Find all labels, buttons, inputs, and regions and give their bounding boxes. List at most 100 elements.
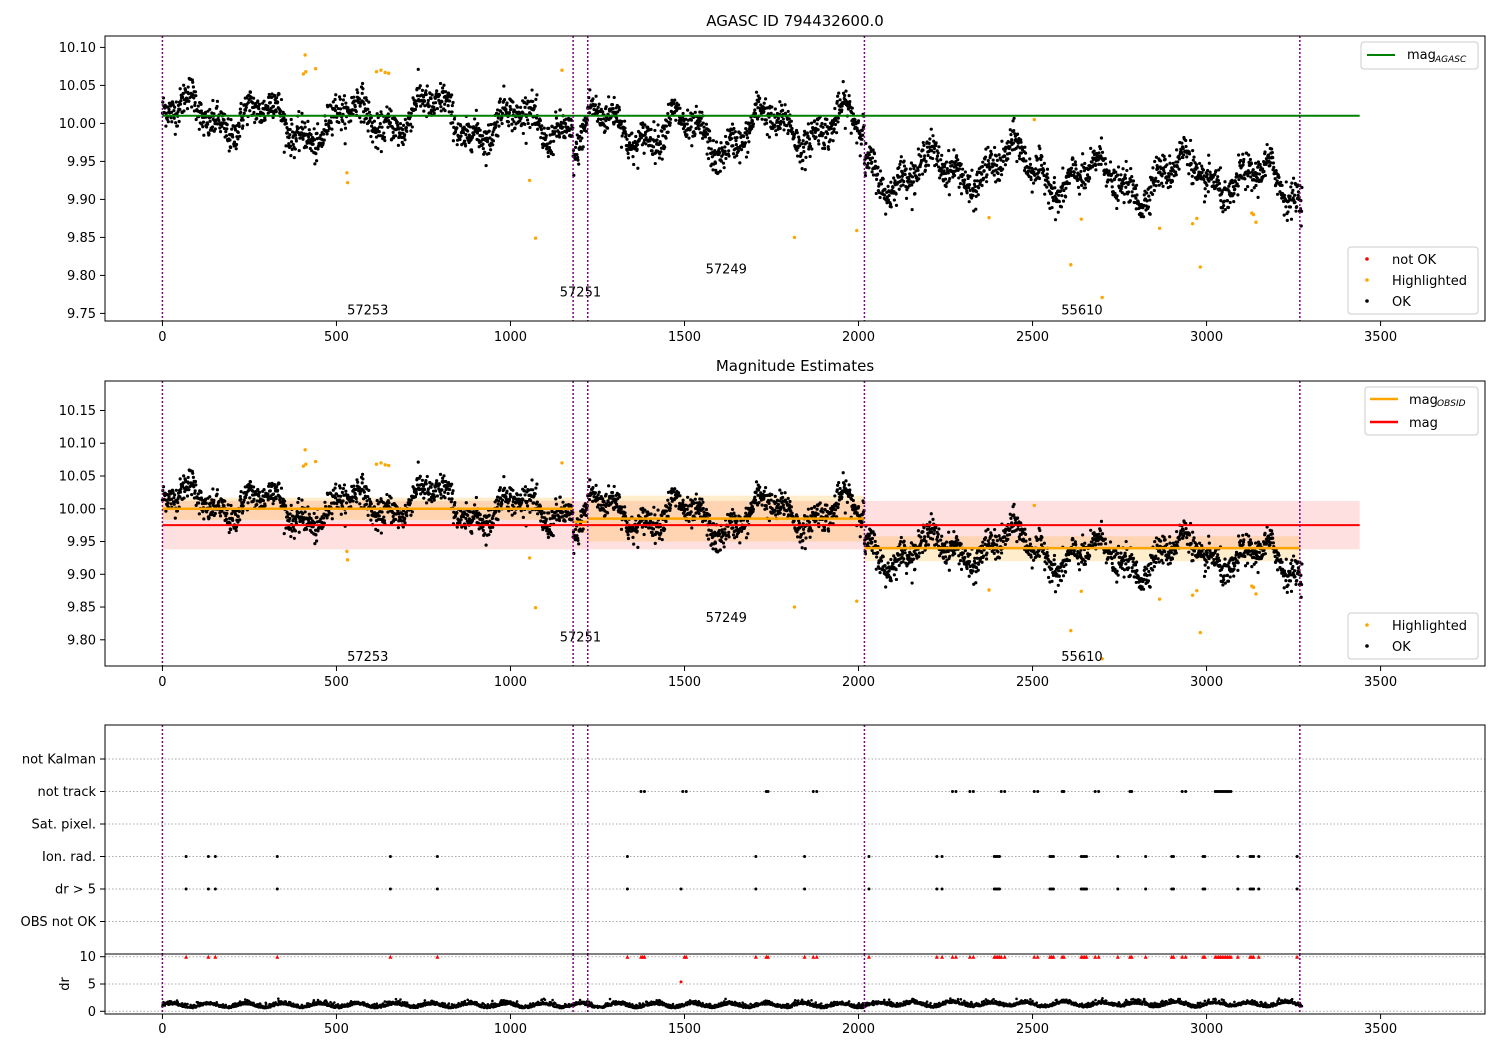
ok-point [1258,162,1262,167]
ok-point [917,177,921,181]
ok-point [227,149,231,153]
ok-point [251,101,255,105]
ok-point [730,122,735,126]
ok-point [559,123,563,127]
ok-point [717,528,721,533]
ok-point [389,109,393,113]
ok-point [672,102,676,106]
ok-point [292,536,296,540]
ok-point [1195,166,1199,170]
ok-point [236,130,240,135]
ok-point [478,128,482,132]
ok-point [182,474,186,478]
ok-point [297,109,301,114]
ok-point [426,101,430,105]
ok-point [563,136,567,140]
ok-point [1053,218,1058,222]
ok-point [438,472,443,476]
ok-point [272,112,276,116]
ok-point [659,150,663,154]
ok-point [459,124,463,128]
ok-point [415,94,420,98]
ok-point [1148,212,1152,216]
ok-point [603,129,607,133]
ok-point [182,496,186,500]
ok-point [596,105,600,109]
ok-point [931,134,935,138]
ok-point [468,125,473,129]
ok-point [367,100,371,104]
ok-point [217,504,221,508]
ok-point [707,129,712,133]
ok-point [1290,181,1294,185]
ok-point [958,181,963,186]
ok-point [213,511,217,516]
ok-point [366,513,370,517]
ok-point [486,123,491,127]
ok-point [591,486,595,490]
ok-point [626,151,630,156]
ok-point [632,542,636,546]
ok-point [744,155,749,159]
ok-point [642,151,646,155]
ok-point [292,156,296,160]
ok-point [947,193,951,197]
ok-point [913,164,917,168]
ok-point [1067,181,1072,186]
ok-point [1254,161,1258,165]
ok-point [921,148,925,152]
ok-point [587,111,592,115]
ok-point [1223,208,1227,212]
ok-point [300,498,304,502]
ok-point [530,122,534,127]
ok-point [610,490,615,495]
ok-point [407,111,411,115]
ok-point [642,532,646,537]
ok-point [422,109,426,113]
ok-point [714,140,719,144]
ok-point [1243,177,1247,181]
highlighted-point [303,53,307,57]
ok-point [778,122,783,126]
ok-point [957,176,961,180]
ok-point [1099,162,1103,166]
ok-point [507,124,511,128]
ok-point [1177,167,1181,171]
ok-point [557,135,562,139]
ok-point [538,118,543,123]
highlighted-point [527,178,532,183]
ok-point [494,123,498,127]
ok-point [634,134,638,139]
ok-point [487,533,491,537]
ok-point [497,124,501,128]
ok-point [760,117,764,121]
ok-point [1271,156,1275,160]
ok-point [387,501,391,505]
ok-point [870,156,875,160]
ok-point [1122,192,1127,196]
ok-point [1093,163,1098,167]
ok-point [986,158,990,163]
ok-point [176,500,180,505]
ok-point [723,145,727,149]
ok-point [490,133,494,137]
ok-point [166,501,170,505]
ok-point [629,147,634,151]
ok-point [651,527,656,531]
ok-point [257,107,261,111]
ok-point [593,103,597,107]
ok-point [421,95,426,99]
ok-point [974,190,979,194]
ok-point [690,526,694,530]
ok-point [762,109,766,114]
ok-point [575,133,579,137]
ok-point [1007,151,1012,155]
ok-point [1293,200,1297,204]
ok-point [326,129,330,133]
ok-point [227,530,231,535]
ok-point [359,120,363,124]
ok-point [745,136,750,140]
ok-point [997,153,1001,157]
ok-point [1177,157,1182,161]
ok-point [1188,138,1193,143]
